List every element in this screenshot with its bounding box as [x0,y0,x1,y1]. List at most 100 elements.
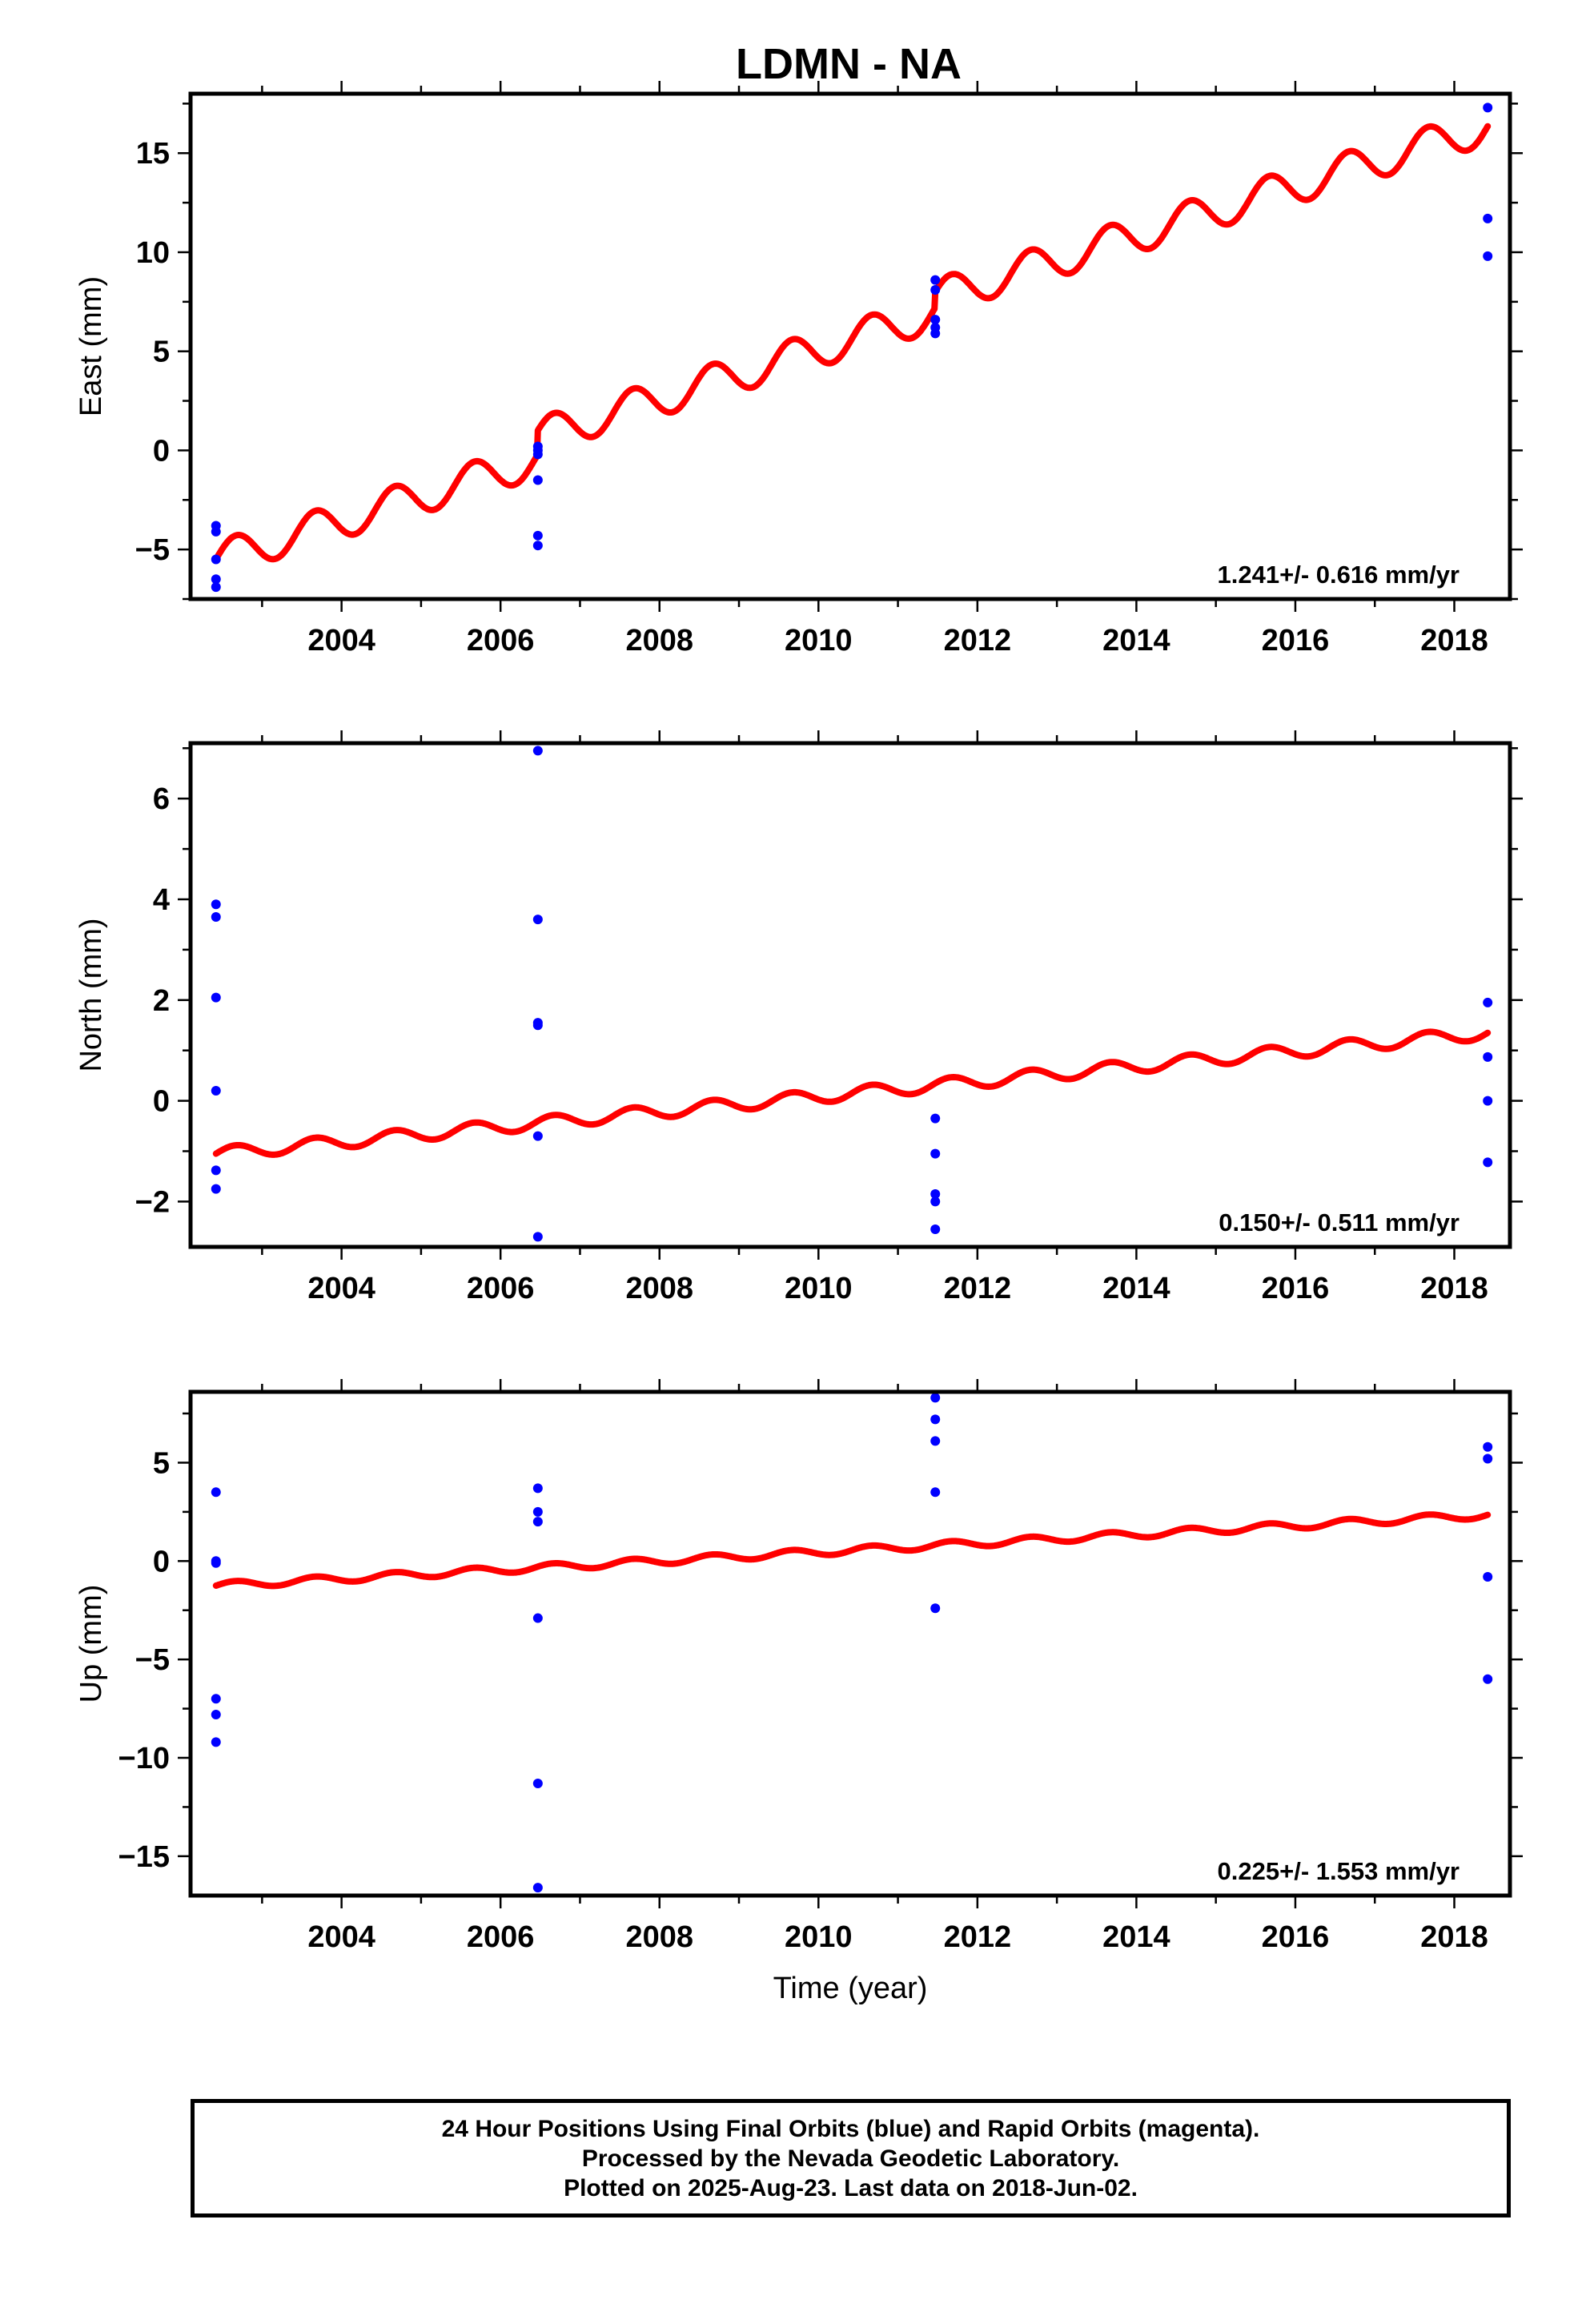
up-data-point [532,1613,543,1623]
north-x-tick-label: 2010 [785,1272,853,1305]
caption-line-3: Plotted on 2025-Aug-23. Last data on 201… [564,2174,1138,2201]
east-data-point [930,284,941,295]
up-y-tick-label: 0 [153,1545,170,1578]
caption-line-1: 24 Hour Positions Using Final Orbits (bl… [441,2115,1260,2142]
east-x-tick-label: 2010 [785,624,853,657]
up-panel: 2004 2006 2008 2010 2012 2014 2016 2018 −15 −10 −5… [74,1379,1523,2005]
north-data-point [211,1086,221,1096]
north-data-point [1483,1051,1493,1062]
north-x-tick-label: 2018 [1420,1272,1488,1305]
north-data-point [532,1131,543,1141]
north-data-point [930,1224,941,1234]
east-data-point [211,554,221,565]
up-x-tick-label: 2010 [785,1920,853,1954]
north-y-tick-label: 0 [153,1085,170,1119]
north-x-tick-label: 2008 [625,1272,693,1305]
up-x-tick-label: 2016 [1262,1920,1330,1954]
up-data-point [1483,1441,1493,1452]
caption-box: 24 Hour Positions Using Final Orbits (bl… [191,2099,1511,2217]
up-data-point [211,1694,221,1704]
up-data-point [1483,1674,1493,1684]
east-x-tick-label: 2008 [625,624,693,657]
up-data-point [930,1603,941,1614]
north-data-point [930,1113,941,1124]
up-fit-line [212,1511,1492,1590]
east-data-point [1483,251,1493,261]
up-y-tick-label: −10 [118,1742,170,1775]
up-y-tick-label: −5 [135,1643,170,1677]
north-data-point [1483,997,1493,1007]
north-x-tick-label: 2006 [467,1272,535,1305]
east-y-tick-label: −5 [135,533,170,567]
north-data-point [930,1188,941,1199]
east-data-point [532,541,543,551]
north-data-point [1483,1157,1493,1168]
east-y-tick-label: 5 [153,336,170,369]
up-data-point [1483,1571,1493,1582]
up-data-point [1483,1454,1493,1464]
east-x-tick-label: 2004 [307,624,375,657]
north-x-tick-label: 2014 [1102,1272,1170,1305]
up-plot-frame [188,1389,1512,1898]
east-data-point [532,530,543,541]
up-data-point [211,1737,221,1747]
up-x-tick-label: 2018 [1420,1920,1488,1954]
north-panel: 2004 2006 2008 2010 2012 2014 2016 2018 −2 0 2 4 6 No… [74,730,1523,1305]
east-y-tick-label: 0 [153,434,170,468]
north-y-tick-label: −2 [135,1185,170,1219]
east-y-axis-label: East (mm) [74,276,108,416]
east-data-point [1483,103,1493,113]
east-x-tick-label: 2006 [467,624,535,657]
up-data-point [211,1709,221,1719]
up-x-tick-label: 2008 [625,1920,693,1954]
north-data-point [930,1148,941,1159]
east-data-point [211,526,221,537]
up-y-tick-label: 5 [153,1446,170,1480]
up-data-point [930,1436,941,1446]
north-data-point [211,992,221,1003]
up-x-tick-label: 2012 [944,1920,1012,1954]
east-data-point [532,475,543,485]
north-plot-frame [188,741,1512,1249]
east-fit-line [212,123,1492,563]
east-data-point [930,315,941,325]
up-data-point [532,1483,543,1494]
up-data-point [930,1487,941,1498]
up-rate-label: 0.225+/- 1.553 mm/yr [1218,1857,1460,1885]
north-x-tick-label: 2012 [944,1272,1012,1305]
north-y-axis-label: North (mm) [74,918,108,1072]
north-data-point [532,1020,543,1031]
north-data-point [532,915,543,925]
east-data-point [532,449,543,460]
up-y-axis-label: Up (mm) [74,1585,108,1703]
north-x-tick-label: 2016 [1262,1272,1330,1305]
east-plot-frame [188,91,1512,601]
caption-line-2: Processed by the Nevada Geodetic Laborat… [581,2145,1120,2172]
east-x-tick-label: 2014 [1102,624,1170,657]
up-data-point [532,1883,543,1893]
east-x-tick-label: 2012 [944,624,1012,657]
up-x-tick-label: 2014 [1102,1920,1170,1954]
east-data-point [930,328,941,339]
up-data-point [211,1558,221,1568]
up-data-point [930,1414,941,1425]
north-data-point [1483,1096,1493,1106]
east-x-tick-label: 2018 [1420,624,1488,657]
north-data-point [211,1165,221,1176]
north-rate-label: 0.150+/- 0.511 mm/yr [1219,1208,1460,1236]
north-data-point [211,899,221,910]
up-x-tick-label: 2006 [467,1920,535,1954]
north-fit-line [212,1028,1492,1158]
up-data-point [930,1393,941,1403]
north-data-point [532,1232,543,1242]
north-data-point [930,1196,941,1207]
east-panel: 2004 2006 2008 2010 2012 2014 2016 2018 −5 0 5 10 15… [74,81,1523,657]
up-data-point [532,1517,543,1527]
north-y-tick-label: 6 [153,782,170,816]
east-data-point [211,574,221,585]
north-y-tick-label: 4 [153,883,170,917]
up-data-point [532,1506,543,1517]
east-data-point [1483,213,1493,223]
north-data-point [211,1184,221,1194]
up-y-tick-label: −15 [118,1840,170,1874]
